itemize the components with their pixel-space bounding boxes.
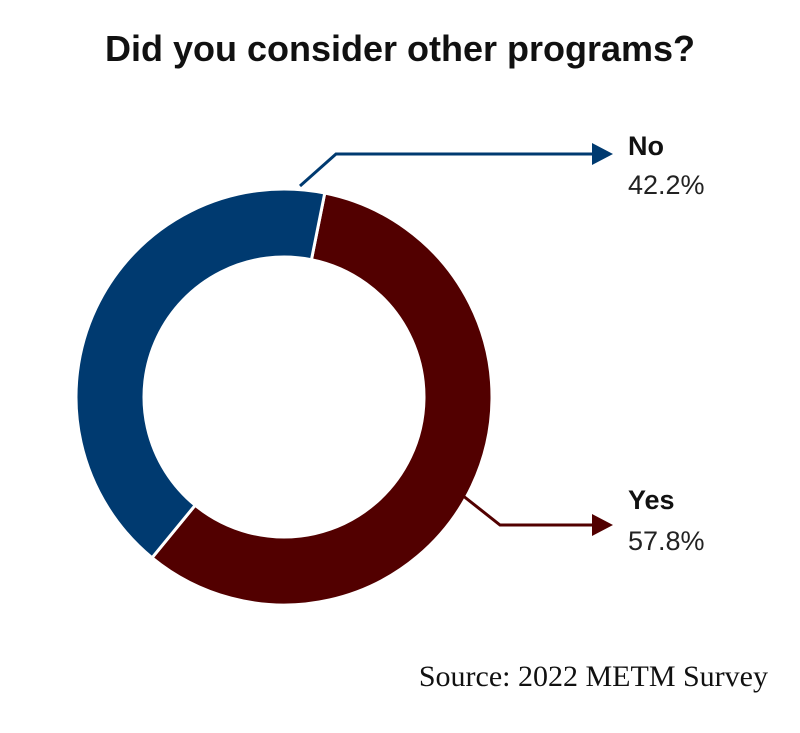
- chart-title: Did you consider other programs?: [104, 28, 696, 69]
- leader-arrow-yes: [592, 514, 613, 536]
- donut-slice-yes: [149, 191, 494, 607]
- slice-value-no: 42.2%: [628, 170, 705, 200]
- slice-value-yes: 57.8%: [628, 526, 705, 556]
- slice-label-no: No: [628, 131, 664, 161]
- leader-line-no: [299, 152, 598, 188]
- source-note: Source: 2022 METM Survey: [418, 660, 768, 693]
- leader-arrow-no: [592, 143, 613, 165]
- slice-label-yes: Yes: [628, 485, 675, 515]
- donut-slices: [74, 187, 494, 607]
- leader-line-yes: [461, 493, 598, 527]
- donut-slice-no: [74, 187, 327, 560]
